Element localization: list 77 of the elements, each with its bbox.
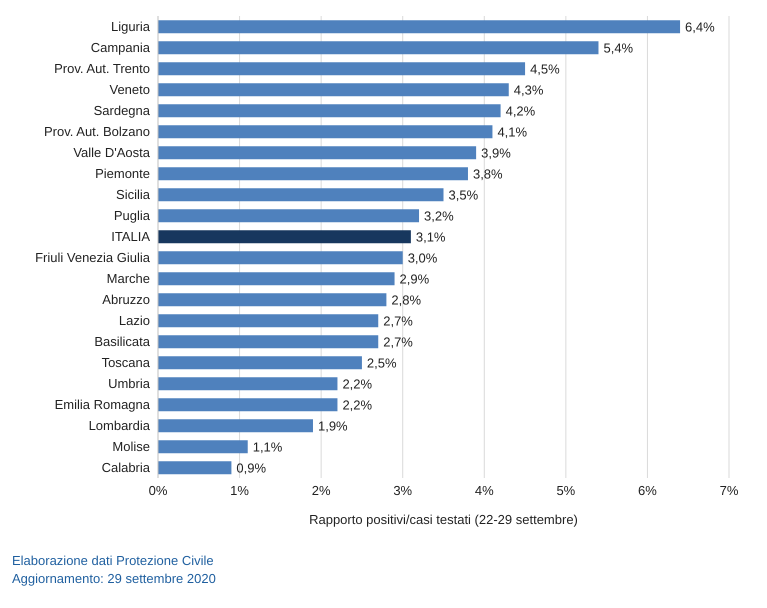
data-label: 2,8%	[391, 292, 422, 308]
bar	[158, 335, 378, 348]
bar	[158, 209, 420, 222]
data-label: 3,1%	[416, 229, 446, 244]
x-tick-label: 4%	[474, 483, 494, 498]
x-tick-label: 3%	[393, 483, 413, 498]
bar	[158, 125, 492, 138]
bar	[158, 146, 476, 160]
text: Elaborazione dati Protezione Civile	[12, 552, 215, 570]
data-label: 1,1%	[252, 439, 283, 454]
y-tick-label: Sardegna	[94, 103, 151, 118]
text: Aggiornamento: 29 settembre 2020	[12, 570, 217, 588]
bar	[158, 62, 526, 76]
y-tick-label: Emilia Romagna	[54, 397, 151, 412]
y-tick-label: Sicilia	[116, 187, 151, 202]
y-tick-label: Marche	[106, 271, 150, 286]
bar	[158, 20, 680, 34]
data-label: 3,2%	[424, 208, 454, 224]
bar	[158, 377, 338, 390]
y-tick-label: Prov. Aut. Bolzano	[44, 124, 150, 140]
y-tick-label: Toscana	[102, 355, 151, 370]
x-tick-label: 6%	[638, 483, 658, 498]
y-tick-label: Lazio	[118, 313, 150, 328]
bar	[158, 83, 509, 96]
data-label: 4,3%	[514, 82, 544, 98]
data-label: 2,2%	[342, 397, 373, 412]
x-tick-label: 2%	[312, 483, 331, 498]
y-tick-label: Molise	[112, 439, 150, 454]
y-tick-label: Campania	[90, 40, 151, 56]
bar	[158, 104, 501, 118]
data-label: 4,2%	[506, 103, 536, 118]
y-tick-label: ITALIA	[111, 229, 150, 244]
bar	[158, 398, 338, 412]
x-axis-title: Rapporto positivi/casi testati (22-29 settembre)	[309, 512, 578, 527]
data-label: 3,5%	[448, 187, 479, 202]
x-tick-label: 1%	[230, 483, 250, 498]
y-tick-label: Liguria	[110, 19, 151, 34]
y-tick-label: Valle D'Aosta	[73, 145, 151, 160]
y-tick-label: Basilicata	[94, 334, 151, 350]
bar	[158, 251, 403, 264]
y-tick-label: Abruzzo	[102, 292, 150, 308]
y-tick-label: Friuli Venezia Giulia	[35, 250, 151, 266]
bar	[158, 461, 232, 474]
data-label: 4,1%	[497, 124, 528, 140]
data-label: 2,2%	[342, 376, 373, 392]
data-label: 0,9%	[236, 460, 266, 476]
bar	[158, 419, 313, 432]
x-tick-label: 0%	[148, 483, 168, 498]
x-tick-label: 7%	[720, 483, 739, 498]
data-label: 1,9%	[318, 418, 348, 434]
x-tick-label: 5%	[556, 483, 576, 498]
data-label: 3,8%	[472, 166, 504, 182]
bar	[158, 230, 411, 244]
y-tick-label: Veneto	[110, 82, 150, 98]
bar	[158, 356, 362, 370]
y-tick-label: Piemonte	[95, 166, 150, 182]
y-tick-label: Lombardia	[88, 418, 151, 434]
data-label: 2,7%	[383, 313, 414, 328]
data-label: 5,4%	[603, 40, 634, 56]
data-label: 6,4%	[685, 19, 716, 34]
bar	[158, 167, 468, 180]
data-label: 4,5%	[530, 61, 560, 76]
data-label: 3,0%	[408, 250, 438, 266]
bar	[158, 440, 248, 454]
y-tick-label: Calabria	[102, 460, 151, 476]
data-label: 2,7%	[383, 334, 414, 350]
y-tick-label: Puglia	[114, 208, 151, 224]
data-label: 2,9%	[400, 271, 430, 286]
bar	[158, 272, 395, 286]
bar	[158, 293, 386, 306]
data-label: 2,5%	[366, 355, 397, 370]
data-label: 3,9%	[481, 145, 512, 160]
bar	[158, 188, 444, 202]
y-tick-label: Umbria	[108, 376, 151, 392]
bar	[158, 41, 598, 54]
bar	[158, 314, 378, 328]
y-tick-label: Prov. Aut. Trento	[54, 61, 150, 76]
